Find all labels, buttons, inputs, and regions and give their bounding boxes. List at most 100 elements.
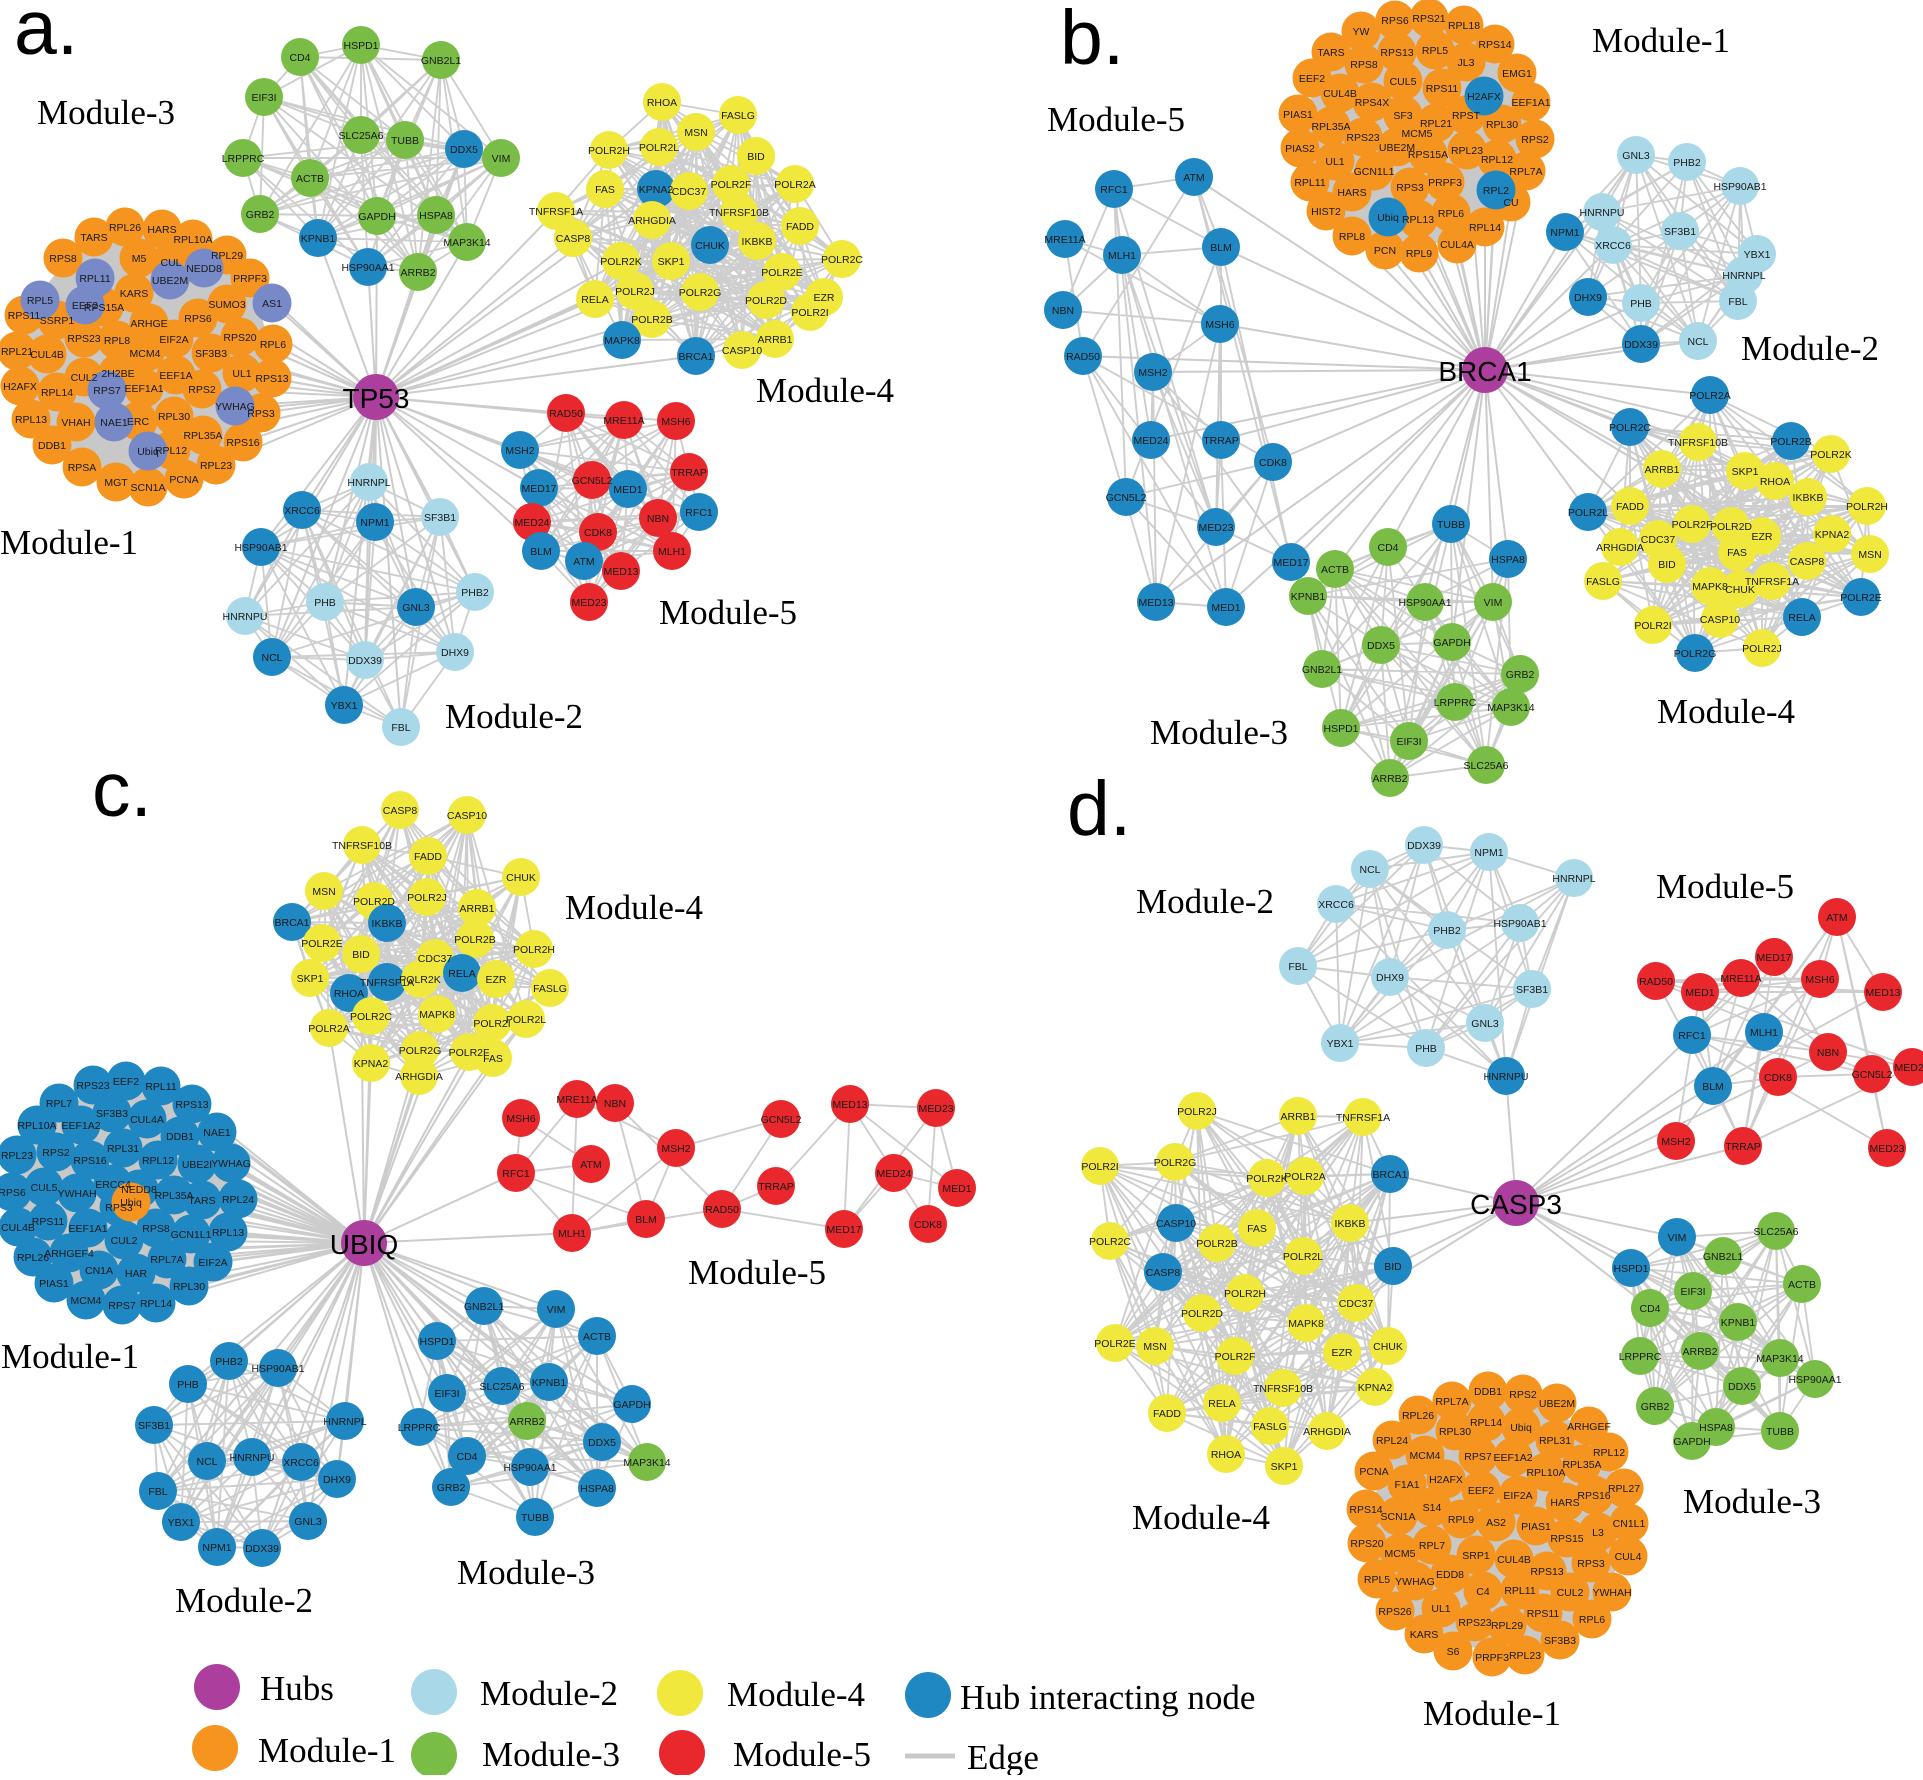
svg-text:Ubiq: Ubiq	[1510, 1422, 1532, 1434]
svg-text:HARS: HARS	[1337, 187, 1366, 199]
svg-text:CUL4A: CUL4A	[1440, 239, 1474, 251]
svg-text:RFC1: RFC1	[1678, 1030, 1706, 1042]
svg-text:RPL13: RPL13	[212, 1227, 244, 1239]
svg-text:DDX5: DDX5	[1728, 1381, 1756, 1393]
svg-text:TUBB: TUBB	[1437, 519, 1465, 531]
svg-text:FADD: FADD	[1153, 1408, 1181, 1420]
svg-text:POLR2H: POLR2H	[588, 145, 630, 157]
svg-text:RPL24: RPL24	[222, 1194, 254, 1206]
svg-text:Module-1: Module-1	[1592, 21, 1730, 60]
svg-text:Module-5: Module-5	[659, 593, 797, 632]
svg-text:CDK8: CDK8	[1259, 457, 1287, 469]
svg-text:RPS7: RPS7	[1464, 1451, 1492, 1463]
svg-text:HSP90AA1: HSP90AA1	[1788, 1374, 1841, 1386]
svg-text:ACTB: ACTB	[583, 1331, 611, 1343]
svg-text:RAD50: RAD50	[549, 408, 583, 420]
svg-text:PIAS1: PIAS1	[39, 1278, 69, 1290]
svg-text:HNRNPL: HNRNPL	[347, 477, 390, 489]
svg-text:POLR2A: POLR2A	[1689, 390, 1730, 402]
svg-text:RPL14: RPL14	[140, 1298, 172, 1310]
svg-text:S14: S14	[1423, 1502, 1442, 1514]
svg-text:KARS: KARS	[1410, 1629, 1439, 1641]
svg-text:MED23: MED23	[1198, 522, 1233, 534]
svg-text:GNL3: GNL3	[294, 1516, 322, 1528]
svg-text:CASP10: CASP10	[1156, 1218, 1196, 1230]
svg-text:TNFRSF1A: TNFRSF1A	[1745, 576, 1799, 588]
svg-text:TNFRSF1A: TNFRSF1A	[360, 977, 414, 989]
svg-text:NBN: NBN	[604, 1098, 626, 1110]
svg-text:ERC: ERC	[127, 416, 150, 428]
svg-text:PRPF3: PRPF3	[1475, 1652, 1509, 1664]
svg-text:POLR2F: POLR2F	[1215, 1351, 1256, 1363]
svg-text:HSPA8: HSPA8	[419, 210, 453, 222]
svg-text:TNFRSF10B: TNFRSF10B	[332, 840, 392, 852]
svg-text:DDB1: DDB1	[166, 1131, 194, 1143]
svg-text:EDD8: EDD8	[1436, 1569, 1464, 1581]
svg-text:CASP3: CASP3	[1470, 1189, 1562, 1220]
svg-text:b.: b.	[1060, 0, 1124, 81]
svg-text:EEF2: EEF2	[113, 1076, 139, 1088]
svg-text:RELA: RELA	[1208, 1398, 1235, 1410]
svg-text:POLR2D: POLR2D	[1710, 521, 1752, 533]
svg-text:RPL35A: RPL35A	[154, 1190, 193, 1202]
svg-text:SLC25A6: SLC25A6	[1754, 1226, 1799, 1238]
svg-text:SKP1: SKP1	[658, 256, 685, 268]
svg-text:RPL11: RPL11	[1504, 1585, 1535, 1597]
svg-text:YWHAG: YWHAG	[211, 1158, 251, 1170]
svg-text:PHB: PHB	[1630, 298, 1652, 310]
svg-text:c.: c.	[92, 747, 152, 833]
svg-text:RPS2: RPS2	[42, 1147, 70, 1159]
svg-text:YBX1: YBX1	[1327, 1038, 1354, 1050]
svg-text:MRE11A: MRE11A	[556, 1094, 597, 1106]
svg-text:PCN: PCN	[1374, 245, 1396, 257]
svg-text:YW: YW	[1353, 26, 1370, 38]
svg-text:HSP90AB1: HSP90AB1	[1713, 181, 1766, 193]
svg-text:NPM1: NPM1	[1474, 847, 1503, 859]
svg-text:POLR2K: POLR2K	[1810, 449, 1851, 461]
svg-text:ARHGE: ARHGE	[130, 318, 167, 330]
svg-text:MED1: MED1	[942, 1183, 971, 1195]
svg-text:CD4: CD4	[289, 52, 310, 64]
svg-text:Ubiq: Ubiq	[120, 1197, 142, 1209]
svg-text:CUL2: CUL2	[111, 1235, 138, 1247]
svg-text:LRPPRC: LRPPRC	[222, 153, 265, 165]
svg-text:EEF1A2: EEF1A2	[61, 1120, 100, 1132]
svg-text:FASLG: FASLG	[721, 110, 755, 122]
svg-text:RPL11: RPL11	[79, 273, 110, 285]
svg-text:BLM: BLM	[530, 546, 552, 558]
svg-text:Module-5: Module-5	[688, 1253, 826, 1292]
svg-text:RPL14: RPL14	[41, 387, 73, 399]
svg-text:RPL5: RPL5	[1364, 1574, 1390, 1586]
svg-text:MED24: MED24	[1133, 435, 1168, 447]
svg-text:RPS23: RPS23	[76, 1080, 109, 1092]
svg-text:SKP1: SKP1	[297, 973, 324, 985]
svg-text:GAPDH: GAPDH	[613, 1399, 650, 1411]
svg-text:RPL11: RPL11	[145, 1081, 176, 1093]
svg-text:FADD: FADD	[786, 221, 814, 233]
svg-text:S6: S6	[1447, 1646, 1460, 1658]
svg-text:CHUK: CHUK	[695, 240, 725, 252]
svg-text:EZR: EZR	[1752, 531, 1773, 543]
svg-text:BRCA1: BRCA1	[1372, 1169, 1407, 1181]
svg-text:RPL8: RPL8	[1339, 231, 1365, 243]
svg-text:CN1A: CN1A	[85, 1265, 113, 1277]
svg-text:MED13: MED13	[1138, 597, 1173, 609]
svg-text:EIF2A: EIF2A	[198, 1257, 227, 1269]
svg-text:Ubiq: Ubiq	[1377, 212, 1399, 224]
svg-text:GAPDH: GAPDH	[1433, 637, 1470, 649]
svg-text:FBL: FBL	[148, 1486, 167, 1498]
svg-text:BLM: BLM	[1210, 242, 1232, 254]
svg-text:POLR2L: POLR2L	[639, 142, 679, 154]
svg-text:MAP3K14: MAP3K14	[1487, 702, 1534, 714]
svg-text:KPNA2: KPNA2	[1815, 529, 1850, 541]
svg-text:KPNB1: KPNB1	[532, 1377, 567, 1389]
svg-text:SLC25A6: SLC25A6	[480, 1381, 525, 1393]
svg-text:CUL5: CUL5	[31, 1182, 58, 1194]
svg-text:GCN5L2: GCN5L2	[761, 1114, 802, 1126]
svg-text:RPL14: RPL14	[1469, 222, 1501, 234]
svg-text:KARS: KARS	[120, 288, 149, 300]
svg-text:EEF1A1: EEF1A1	[1511, 97, 1550, 109]
svg-text:SKP1: SKP1	[1271, 1461, 1298, 1473]
svg-text:CDC37: CDC37	[1641, 534, 1676, 546]
svg-text:RPL9: RPL9	[1406, 248, 1432, 260]
